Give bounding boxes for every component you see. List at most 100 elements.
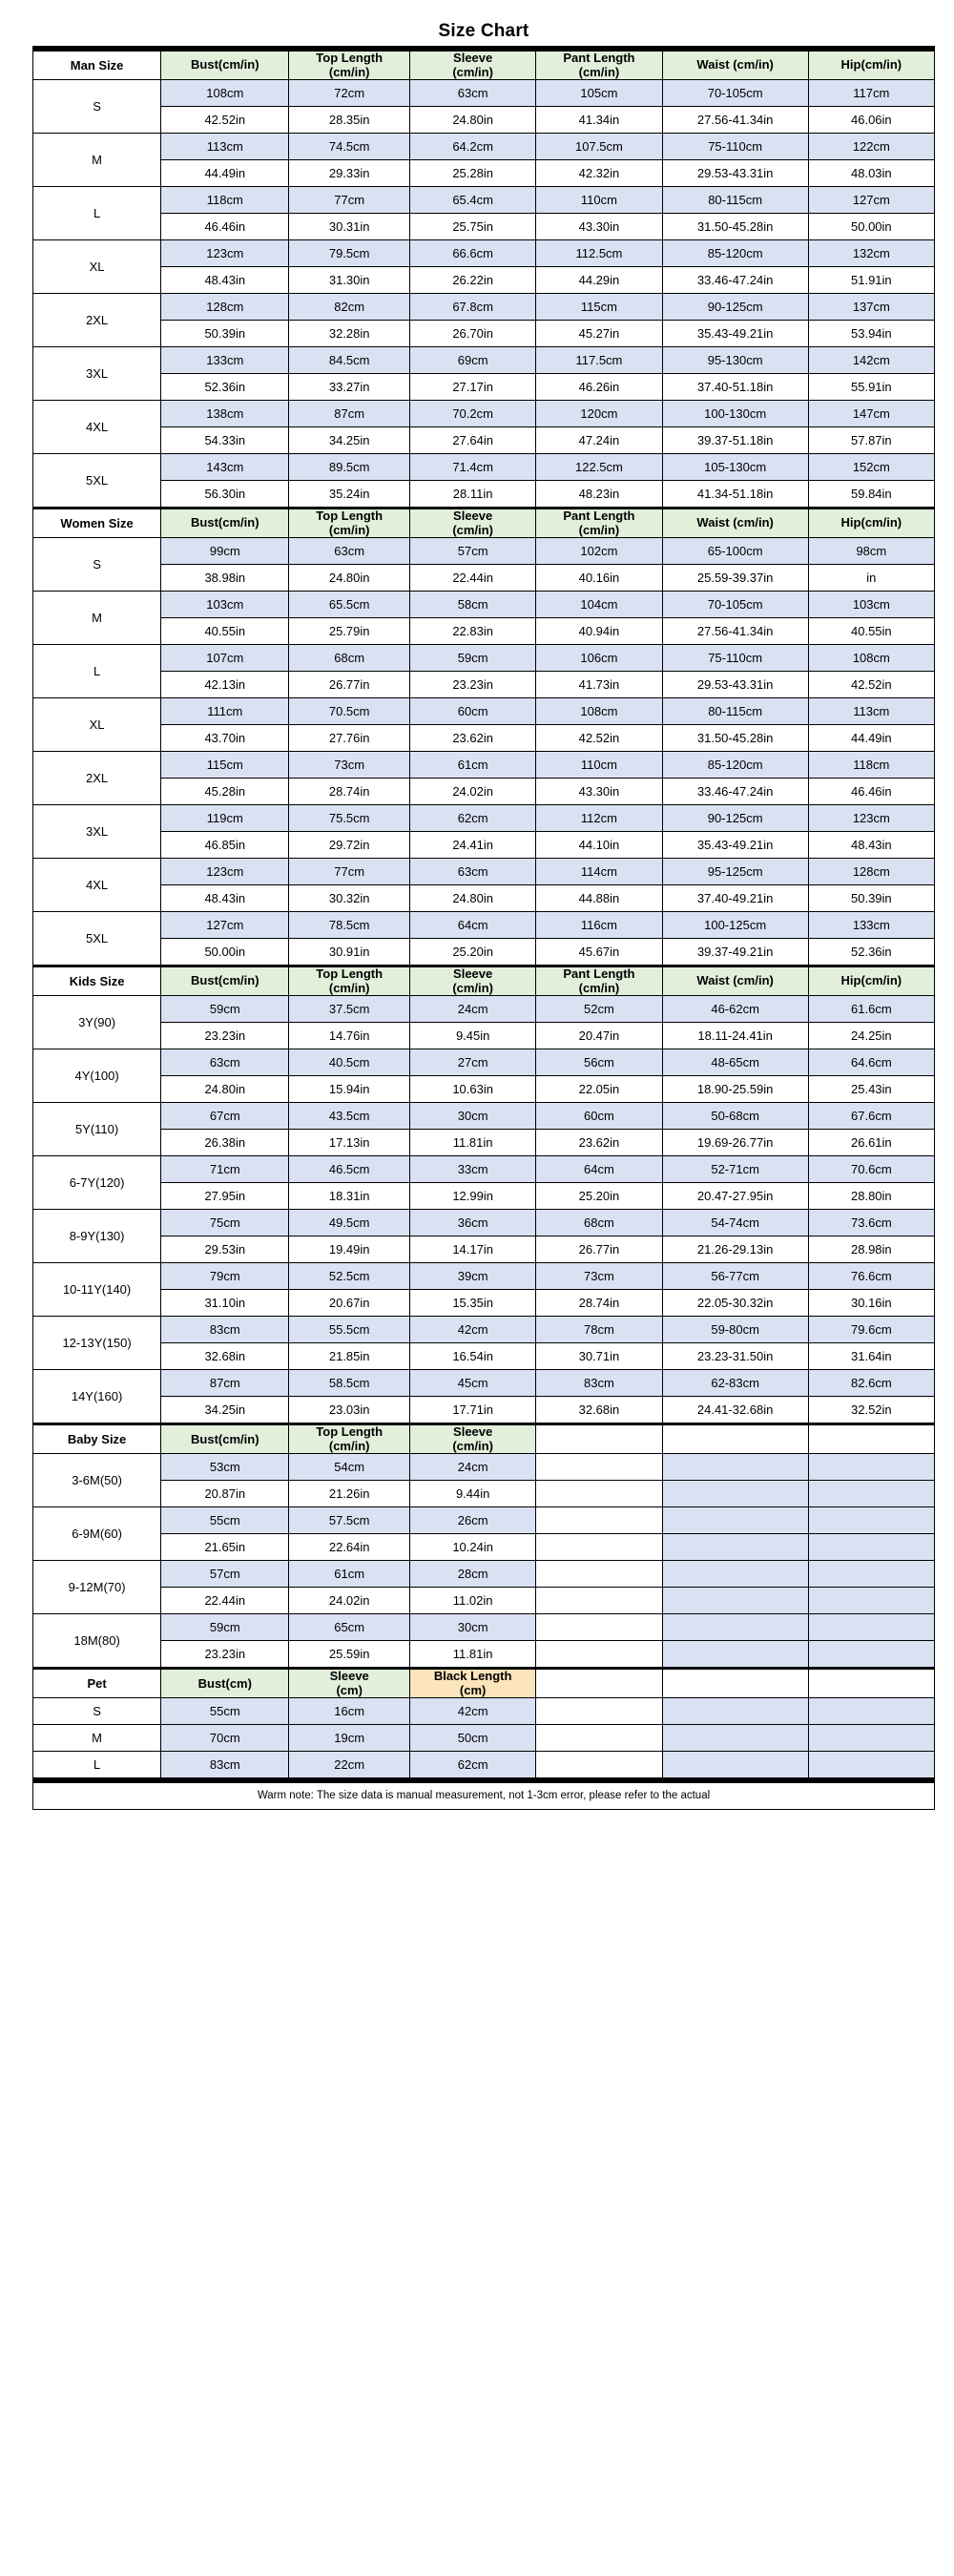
cell-cm-3: 108cm (535, 697, 663, 726)
cell-in-4: 25.59-39.37in (661, 564, 809, 592)
cell-in-5: 48.43in (807, 831, 936, 860)
cell-cm-2: 26cm (408, 1506, 537, 1535)
cell-cm-0: 83cm (160, 1751, 290, 1781)
cell-cm-3: 120cm (535, 400, 663, 428)
cell-cm-2: 71.4cm (408, 453, 537, 482)
cell-cm-2: 62cm (408, 1751, 537, 1781)
table-row-cm: XL 123cm 79.5cm 66.6cm 112.5cm 85-120cm 132cm (31, 239, 936, 295)
size-label-4XL: 4XL (31, 400, 162, 455)
cell-cm-4: 85-120cm (661, 239, 809, 268)
cell-in-0: 46.46in (160, 213, 290, 241)
cell-in-2: 11.81in (408, 1640, 537, 1671)
table-row-inch: 38.98in 24.80in 22.44in 40.16in 25.59-39.37i… (33, 564, 936, 592)
cell-cm-4: 100-125cm (661, 911, 809, 940)
header-line-2: (cm/in) (328, 980, 370, 995)
empty-cell (807, 1751, 936, 1781)
table-row-inch: 42.13in 26.77in 23.23in 41.73in 29.53-43.31i… (33, 671, 936, 699)
table-row-inch: 48.43in 31.30in 26.22in 44.29in 33.46-47.24i… (33, 266, 936, 295)
cell-cm-2: 27cm (408, 1049, 537, 1077)
cell-in-5: 24.25in (807, 1022, 936, 1050)
cell-in-3: 45.67in (535, 938, 663, 968)
empty-header-cell (807, 1667, 936, 1699)
size-label-4Y(100): 4Y(100) (31, 1049, 162, 1104)
header-line-1: Bust(cm/in) (191, 57, 259, 73)
cell-cm-3: 106cm (535, 644, 663, 673)
empty-cell (661, 1587, 809, 1615)
cell-in-4: 37.40-51.18in (661, 373, 809, 402)
table-row-inch: 46.46in 30.31in 25.75in 43.30in 31.50-45.28i… (33, 213, 936, 241)
cell-cm-4: 95-130cm (661, 346, 809, 375)
table-row-cm: 9-12M(70) 57cm 61cm 28cm (31, 1560, 936, 1615)
cell-in-2: 24.80in (408, 106, 537, 135)
cell-cm-2: 24cm (408, 995, 537, 1024)
cell-cm-1: 57.5cm (288, 1506, 410, 1535)
header-line-2: (cm/in) (452, 64, 493, 79)
cell-cm-3: 104cm (535, 591, 663, 619)
cell-cm-0: 87cm (160, 1369, 290, 1398)
cell-in-3: 20.47in (535, 1022, 663, 1050)
cell-cm-4: 105-130cm (661, 453, 809, 482)
cell-cm-4: 59-80cm (661, 1316, 809, 1344)
cell-cm-1: 22cm (288, 1751, 410, 1781)
cell-in-3: 46.26in (535, 373, 663, 402)
cell-in-3: 44.10in (535, 831, 663, 860)
cell-in-2: 10.63in (408, 1075, 537, 1104)
cell-in-4: 20.47-27.95in (661, 1182, 809, 1211)
cell-cm-5: 123cm (807, 804, 936, 833)
header-line-1: Hip(cm/in) (840, 515, 902, 530)
column-header-2: Sleeve (cm/in) (408, 1423, 537, 1455)
cell-in-4: 27.56-41.34in (661, 617, 809, 646)
cell-cm-5: 67.6cm (807, 1102, 936, 1131)
empty-cell (535, 1506, 663, 1535)
cell-in-5: 52.36in (807, 938, 936, 968)
cell-in-0: 23.23in (160, 1640, 290, 1671)
cell-in-0: 48.43in (160, 266, 290, 295)
cell-cm-2: 61cm (408, 751, 537, 779)
header-line-1: Hip(cm/in) (840, 57, 902, 73)
table-row-cm: 5Y(110) 67cm 43.5cm 30cm 60cm 50-68cm 67.6cm (31, 1102, 936, 1157)
cell-cm-4: 65-100cm (661, 537, 809, 566)
cell-in-5: 28.80in (807, 1182, 936, 1211)
size-label-9-12M(70): 9-12M(70) (31, 1560, 162, 1615)
cell-cm-2: 45cm (408, 1369, 537, 1398)
cell-cm-0: 128cm (160, 293, 290, 322)
cell-cm-1: 72cm (288, 79, 410, 108)
cell-cm-5: 133cm (807, 911, 936, 940)
cell-cm-1: 84.5cm (288, 346, 410, 375)
column-header-0: Bust(cm/in) (160, 1423, 290, 1455)
cell-cm-5: 132cm (807, 239, 936, 268)
size-label-6-9M(60): 6-9M(60) (31, 1506, 162, 1562)
table-row-inch: 42.52in 28.35in 24.80in 41.34in 27.56-41.34i… (33, 106, 936, 135)
cell-cm-4: 95-125cm (661, 858, 809, 886)
cell-cm-1: 82cm (288, 293, 410, 322)
cell-in-3: 40.16in (535, 564, 663, 592)
column-header-1: Top Length (cm/in) (288, 1423, 410, 1455)
column-header-2: Black Length (cm) (408, 1667, 537, 1699)
cell-cm-0: 115cm (160, 751, 290, 779)
cell-cm-1: 68cm (288, 644, 410, 673)
table-row-inch: 34.25in 23.03in 17.71in 32.68in 24.41-32.68i… (33, 1396, 936, 1426)
table-row-cm: 8-9Y(130) 75cm 49.5cm 36cm 68cm 54-74cm 73.6cm (31, 1209, 936, 1264)
cell-in-4: 18.11-24.41in (661, 1022, 809, 1050)
empty-cell (807, 1480, 936, 1508)
cell-in-5: 42.52in (807, 671, 936, 699)
header-line-1: Waist (cm/in) (696, 515, 774, 530)
cell-in-4: 31.50-45.28in (661, 213, 809, 241)
header-line-2: (cm/in) (452, 980, 493, 995)
cell-cm-5: 122cm (807, 133, 936, 161)
section-label-kids-size: Kids Size (31, 965, 162, 997)
size-label-10-11Y(140): 10-11Y(140) (31, 1262, 162, 1318)
cell-in-1: 23.03in (288, 1396, 410, 1426)
header-line-1: Hip(cm/in) (840, 973, 902, 988)
column-header-0: Bust(cm/in) (160, 507, 290, 539)
table-row-cm: 2XL 128cm 82cm 67.8cm 115cm 90-125cm 137cm (31, 293, 936, 348)
cell-cm-4: 62-83cm (661, 1369, 809, 1398)
cell-in-1: 25.79in (288, 617, 410, 646)
cell-in-4: 29.53-43.31in (661, 671, 809, 699)
column-header-1: Top Length (cm/in) (288, 48, 410, 81)
cell-in-3: 42.52in (535, 724, 663, 753)
cell-in-3: 41.34in (535, 106, 663, 135)
cell-in-5: 46.06in (807, 106, 936, 135)
table-row-cm: 4XL 138cm 87cm 70.2cm 120cm 100-130cm 147cm (31, 400, 936, 455)
